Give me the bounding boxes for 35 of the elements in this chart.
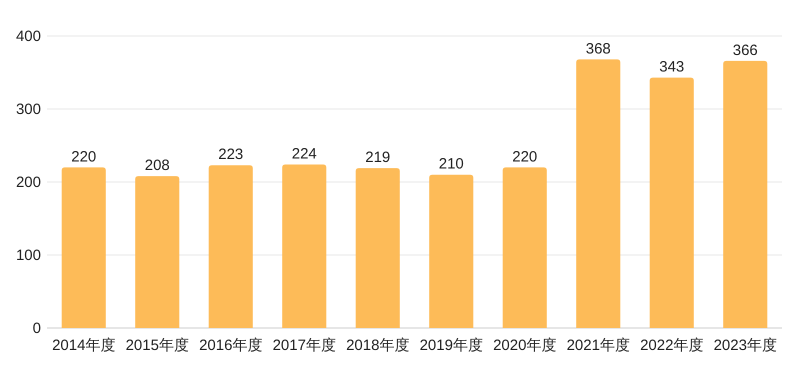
- data-label: 223: [218, 146, 244, 164]
- data-label: 224: [292, 145, 317, 162]
- data-label: 343: [659, 58, 684, 76]
- x-tick-label: 2014年度: [52, 337, 116, 354]
- bar: [723, 60, 768, 328]
- x-tick-label: 2017年度: [272, 337, 336, 354]
- bar: [208, 165, 253, 328]
- bar: [62, 167, 106, 328]
- data-label: 366: [732, 42, 758, 59]
- bar: [502, 167, 547, 328]
- y-tick-label: 300: [16, 101, 41, 118]
- data-label: 220: [71, 148, 96, 166]
- x-tick-label: 2023年度: [714, 337, 777, 354]
- x-tick-label: 2020年度: [493, 337, 556, 354]
- data-label: 210: [438, 156, 464, 173]
- y-tick-label: 100: [16, 247, 41, 264]
- y-tick-label: 0: [32, 320, 41, 337]
- bar: [429, 174, 474, 328]
- data-label: 219: [365, 149, 390, 166]
- x-tick-label: 2018年度: [346, 337, 410, 354]
- data-label: 220: [512, 148, 538, 166]
- bar: [576, 59, 620, 328]
- bar: [135, 176, 180, 328]
- x-tick-label: 2019年度: [420, 337, 483, 354]
- y-tick-label: 200: [16, 174, 41, 191]
- x-tick-label: 2015年度: [126, 337, 189, 354]
- y-tick-label: 400: [16, 28, 41, 45]
- data-label: 208: [144, 157, 170, 174]
- bar: [356, 168, 400, 328]
- bar: [282, 164, 326, 328]
- data-label: 368: [586, 40, 611, 58]
- x-tick-label: 2021年度: [566, 337, 630, 354]
- x-tick-label: 2016年度: [199, 337, 262, 354]
- x-tick-label: 2022年度: [640, 337, 704, 354]
- bar: [650, 78, 694, 328]
